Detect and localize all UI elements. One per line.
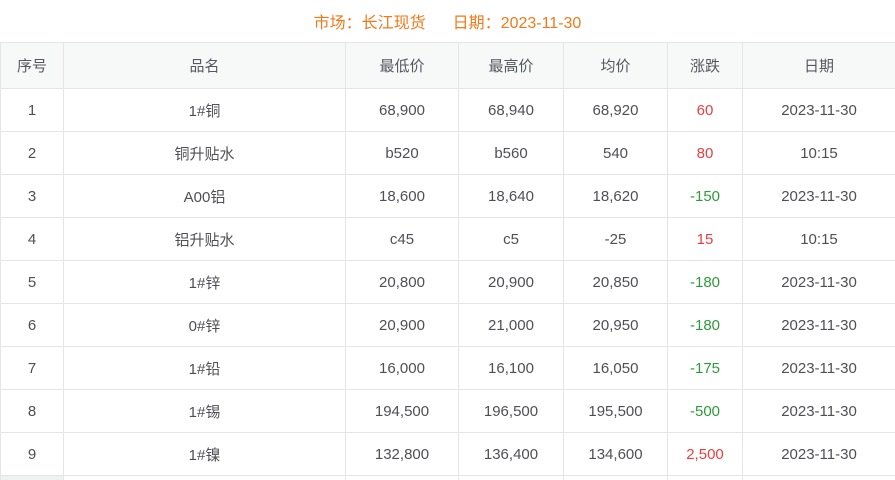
cell-avg: 195,500 <box>563 389 668 433</box>
table-row: 5 1#锌 20,800 20,900 20,850 -180 2023-11-… <box>0 260 895 304</box>
cell-name: A00铝 <box>63 174 346 218</box>
table-row: 3 A00铝 18,600 18,640 18,620 -150 2023-11… <box>0 174 895 218</box>
cell-seq: 1 <box>0 88 64 132</box>
cell-high: 21,000 <box>458 303 564 347</box>
table-row: 7 1#铅 16,000 16,100 16,050 -175 2023-11-… <box>0 346 895 390</box>
date-label: 日期：2023-11-30 <box>452 15 582 32</box>
cell-change: -180 <box>667 303 743 347</box>
partial-next-row <box>0 475 895 480</box>
cell-avg: -25 <box>563 217 668 261</box>
cell-change: 80 <box>667 131 743 175</box>
cell-seq: 2 <box>0 131 64 175</box>
cell-high: 16,100 <box>458 346 564 390</box>
cell-low: 18,600 <box>345 174 459 218</box>
col-header-name: 品名 <box>63 42 346 89</box>
cell-date: 2023-11-30 <box>742 88 895 132</box>
partial-cell <box>458 475 564 480</box>
cell-change: -180 <box>667 260 743 304</box>
table-row: 4 铝升贴水 c45 c5 -25 15 10:15 <box>0 217 895 261</box>
cell-name: 0#锌 <box>63 303 346 347</box>
table-body: 1 1#铜 68,900 68,940 68,920 60 2023-11-30… <box>0 88 895 480</box>
cell-change: -500 <box>667 389 743 433</box>
page-title: 市场：长江现货 日期：2023-11-30 <box>0 0 895 42</box>
header-row: 序号 品名 最低价 最高价 均价 涨跌 日期 <box>0 42 895 89</box>
col-header-change: 涨跌 <box>667 42 743 89</box>
price-table: 序号 品名 最低价 最高价 均价 涨跌 日期 1 1#铜 68,900 68,9… <box>0 42 895 480</box>
cell-avg: 20,850 <box>563 260 668 304</box>
table-header: 序号 品名 最低价 最高价 均价 涨跌 日期 <box>0 42 895 89</box>
cell-avg: 16,050 <box>563 346 668 390</box>
cell-low: 68,900 <box>345 88 459 132</box>
col-header-date: 日期 <box>742 42 895 89</box>
cell-high: b560 <box>458 131 564 175</box>
cell-date: 2023-11-30 <box>742 346 895 390</box>
col-header-seq: 序号 <box>0 42 64 89</box>
cell-change: 15 <box>667 217 743 261</box>
table-row: 1 1#铜 68,900 68,940 68,920 60 2023-11-30 <box>0 88 895 132</box>
cell-high: 136,400 <box>458 432 564 476</box>
cell-seq: 8 <box>0 389 64 433</box>
table-row: 6 0#锌 20,900 21,000 20,950 -180 2023-11-… <box>0 303 895 347</box>
partial-cell <box>563 475 668 480</box>
cell-high: 18,640 <box>458 174 564 218</box>
cell-seq: 4 <box>0 217 64 261</box>
col-header-high: 最高价 <box>458 42 564 89</box>
cell-avg: 68,920 <box>563 88 668 132</box>
partial-cell <box>667 475 743 480</box>
cell-high: c5 <box>458 217 564 261</box>
cell-low: c45 <box>345 217 459 261</box>
cell-change: 2,500 <box>667 432 743 476</box>
cell-seq: 9 <box>0 432 64 476</box>
cell-avg: 18,620 <box>563 174 668 218</box>
col-header-avg: 均价 <box>563 42 668 89</box>
cell-avg: 540 <box>563 131 668 175</box>
cell-change: -150 <box>667 174 743 218</box>
cell-name: 1#铅 <box>63 346 346 390</box>
cell-high: 196,500 <box>458 389 564 433</box>
table-row: 2 铜升贴水 b520 b560 540 80 10:15 <box>0 131 895 175</box>
cell-low: 16,000 <box>345 346 459 390</box>
cell-name: 1#锡 <box>63 389 346 433</box>
cell-avg: 134,600 <box>563 432 668 476</box>
partial-cell <box>345 475 459 480</box>
cell-date: 2023-11-30 <box>742 260 895 304</box>
cell-date: 2023-11-30 <box>742 432 895 476</box>
partial-cell <box>63 475 346 480</box>
cell-low: 132,800 <box>345 432 459 476</box>
cell-change: 60 <box>667 88 743 132</box>
partial-cell <box>742 475 895 480</box>
cell-change: -175 <box>667 346 743 390</box>
cell-date: 2023-11-30 <box>742 174 895 218</box>
cell-date: 10:15 <box>742 131 895 175</box>
cell-seq: 5 <box>0 260 64 304</box>
col-header-low: 最低价 <box>345 42 459 89</box>
table-row: 8 1#锡 194,500 196,500 195,500 -500 2023-… <box>0 389 895 433</box>
cell-low: 20,800 <box>345 260 459 304</box>
cell-name: 1#铜 <box>63 88 346 132</box>
cell-date: 2023-11-30 <box>742 303 895 347</box>
cell-date: 10:15 <box>742 217 895 261</box>
partial-cell <box>0 475 64 480</box>
cell-low: 194,500 <box>345 389 459 433</box>
cell-date: 2023-11-30 <box>742 389 895 433</box>
cell-name: 铝升贴水 <box>63 217 346 261</box>
cell-seq: 3 <box>0 174 64 218</box>
cell-seq: 7 <box>0 346 64 390</box>
cell-high: 68,940 <box>458 88 564 132</box>
cell-low: 20,900 <box>345 303 459 347</box>
cell-name: 1#锌 <box>63 260 346 304</box>
cell-seq: 6 <box>0 303 64 347</box>
cell-name: 1#镍 <box>63 432 346 476</box>
cell-name: 铜升贴水 <box>63 131 346 175</box>
cell-high: 20,900 <box>458 260 564 304</box>
cell-avg: 20,950 <box>563 303 668 347</box>
market-label: 市场：长江现货 <box>313 15 426 32</box>
cell-low: b520 <box>345 131 459 175</box>
table-row: 9 1#镍 132,800 136,400 134,600 2,500 2023… <box>0 432 895 476</box>
